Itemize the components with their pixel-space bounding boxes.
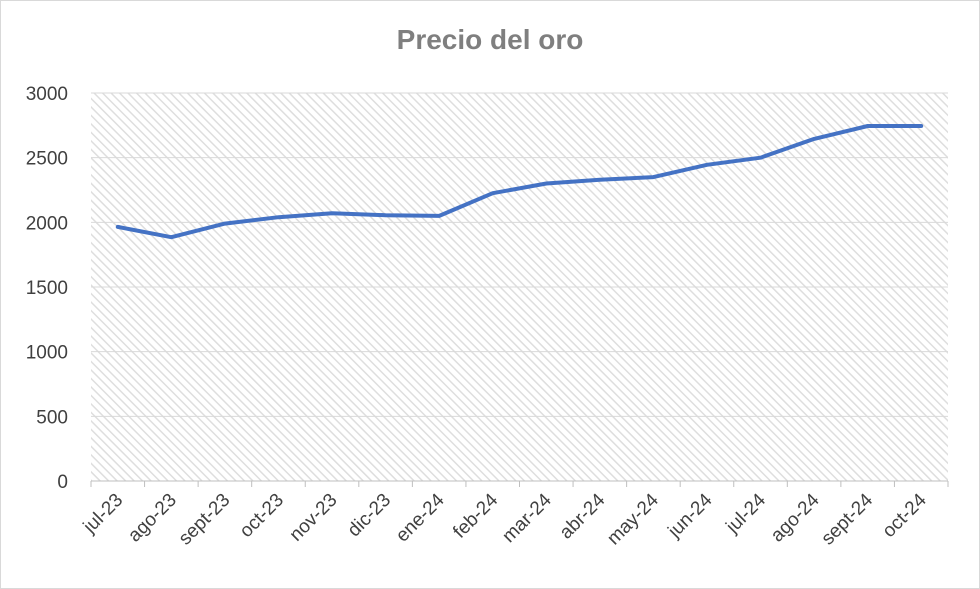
x-tick-label: may-24 [603,489,663,549]
x-tick-label: abr-24 [556,489,610,543]
chart-title: Precio del oro [396,24,584,55]
y-tick-label: 2500 [26,149,68,170]
x-tick-label: sept-23 [175,490,235,550]
x-tick-label: sept-24 [818,489,878,549]
x-tick-label: jun-24 [664,489,717,542]
x-tick-label: ene-24 [392,489,449,546]
series-line [115,124,924,240]
x-tick-label: feb-24 [449,489,502,542]
x-tick-label: oct-24 [879,489,931,541]
y-tick-label: 3000 [26,84,68,105]
y-tick-label: 500 [36,407,68,428]
x-tick-label: jul-24 [722,489,771,538]
y-tick-label: 1500 [26,278,68,299]
x-tick-label: mar-24 [498,489,556,547]
x-tick-label: nov-23 [286,490,342,546]
y-tick-label: 1000 [26,343,68,364]
x-tick-label: dic-23 [344,490,395,541]
x-tick-label: ago-23 [124,490,181,547]
x-tick-label: ago-24 [767,489,824,546]
x-tick-label: jul-23 [79,490,127,538]
y-tick-label: 0 [57,472,68,493]
y-tick-label: 2000 [26,213,68,234]
x-tick-label: oct-23 [236,490,288,542]
